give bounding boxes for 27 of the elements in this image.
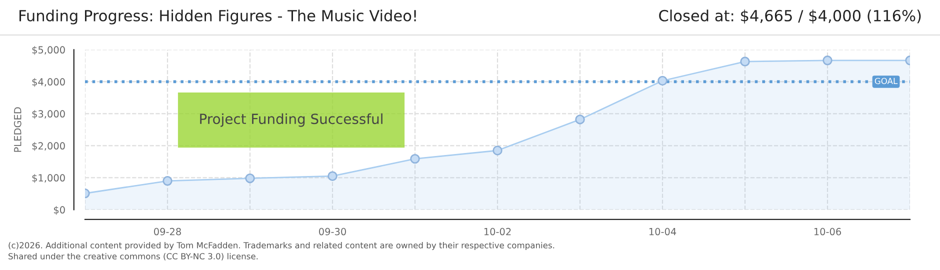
ref-line-label: GOAL xyxy=(874,78,898,84)
y-tick-label: $0 xyxy=(54,206,65,215)
point xyxy=(658,76,668,86)
y-tick-label: $2,000 xyxy=(32,142,65,151)
chart-title: Funding Progress: Hidden Figures - The Music Video! xyxy=(20,10,416,24)
point xyxy=(162,176,172,186)
point xyxy=(410,154,420,164)
x-tick-label: 10-02 xyxy=(484,228,511,236)
text: (c)2026. Additional content provided by Tom McFadden. Trademarks and related content are owned by their respective companies. xyxy=(8,242,554,250)
y-tick-label: $4,000 xyxy=(32,78,65,87)
point xyxy=(822,56,832,66)
x-tick-label: 09-28 xyxy=(154,228,181,236)
x-tick-label: 10-04 xyxy=(649,228,676,236)
point xyxy=(492,146,502,156)
point xyxy=(245,173,255,184)
point xyxy=(575,114,585,124)
text: Shared under the creative commons (CC BY-NC 3.0) license. xyxy=(8,252,258,260)
point xyxy=(740,56,750,66)
y-tick-label: $3,000 xyxy=(32,110,65,119)
chart-subtitle: Closed at: $4,665 / $4,000 (116%) xyxy=(659,10,921,24)
y-axis-title: PLEDGED xyxy=(14,107,22,152)
annotation: Project Funding Successful xyxy=(200,113,382,127)
y-tick-label: $5,000 xyxy=(32,46,65,55)
point xyxy=(328,171,338,181)
y-tick-label: $1,000 xyxy=(32,174,65,183)
x-tick-label: 09-30 xyxy=(319,228,346,236)
x-tick-label: 10-06 xyxy=(814,228,842,236)
